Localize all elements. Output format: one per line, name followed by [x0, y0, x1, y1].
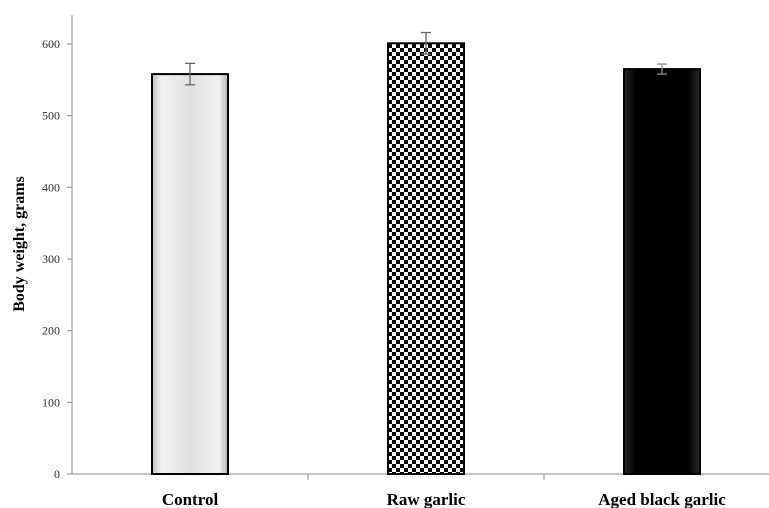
y-tick-label: 400: [42, 180, 60, 194]
category-label-control: Control: [162, 490, 219, 508]
category-label-aged-black-garlic: Aged black garlic: [598, 490, 726, 508]
y-tick-label: 300: [42, 252, 60, 266]
y-tick-label: 0: [54, 467, 60, 481]
y-tick-label: 200: [42, 324, 60, 338]
y-tick-label: 100: [42, 395, 60, 409]
y-tick-label: 600: [42, 37, 60, 51]
category-label-raw-garlic: Raw garlic: [387, 490, 466, 508]
bar-control: [151, 73, 229, 475]
y-axis-title: Body weight, grams: [11, 176, 28, 312]
bar-raw-garlic: [387, 42, 465, 476]
y-tick-label: 500: [42, 109, 60, 123]
bar-aged-black-garlic: [623, 68, 701, 475]
